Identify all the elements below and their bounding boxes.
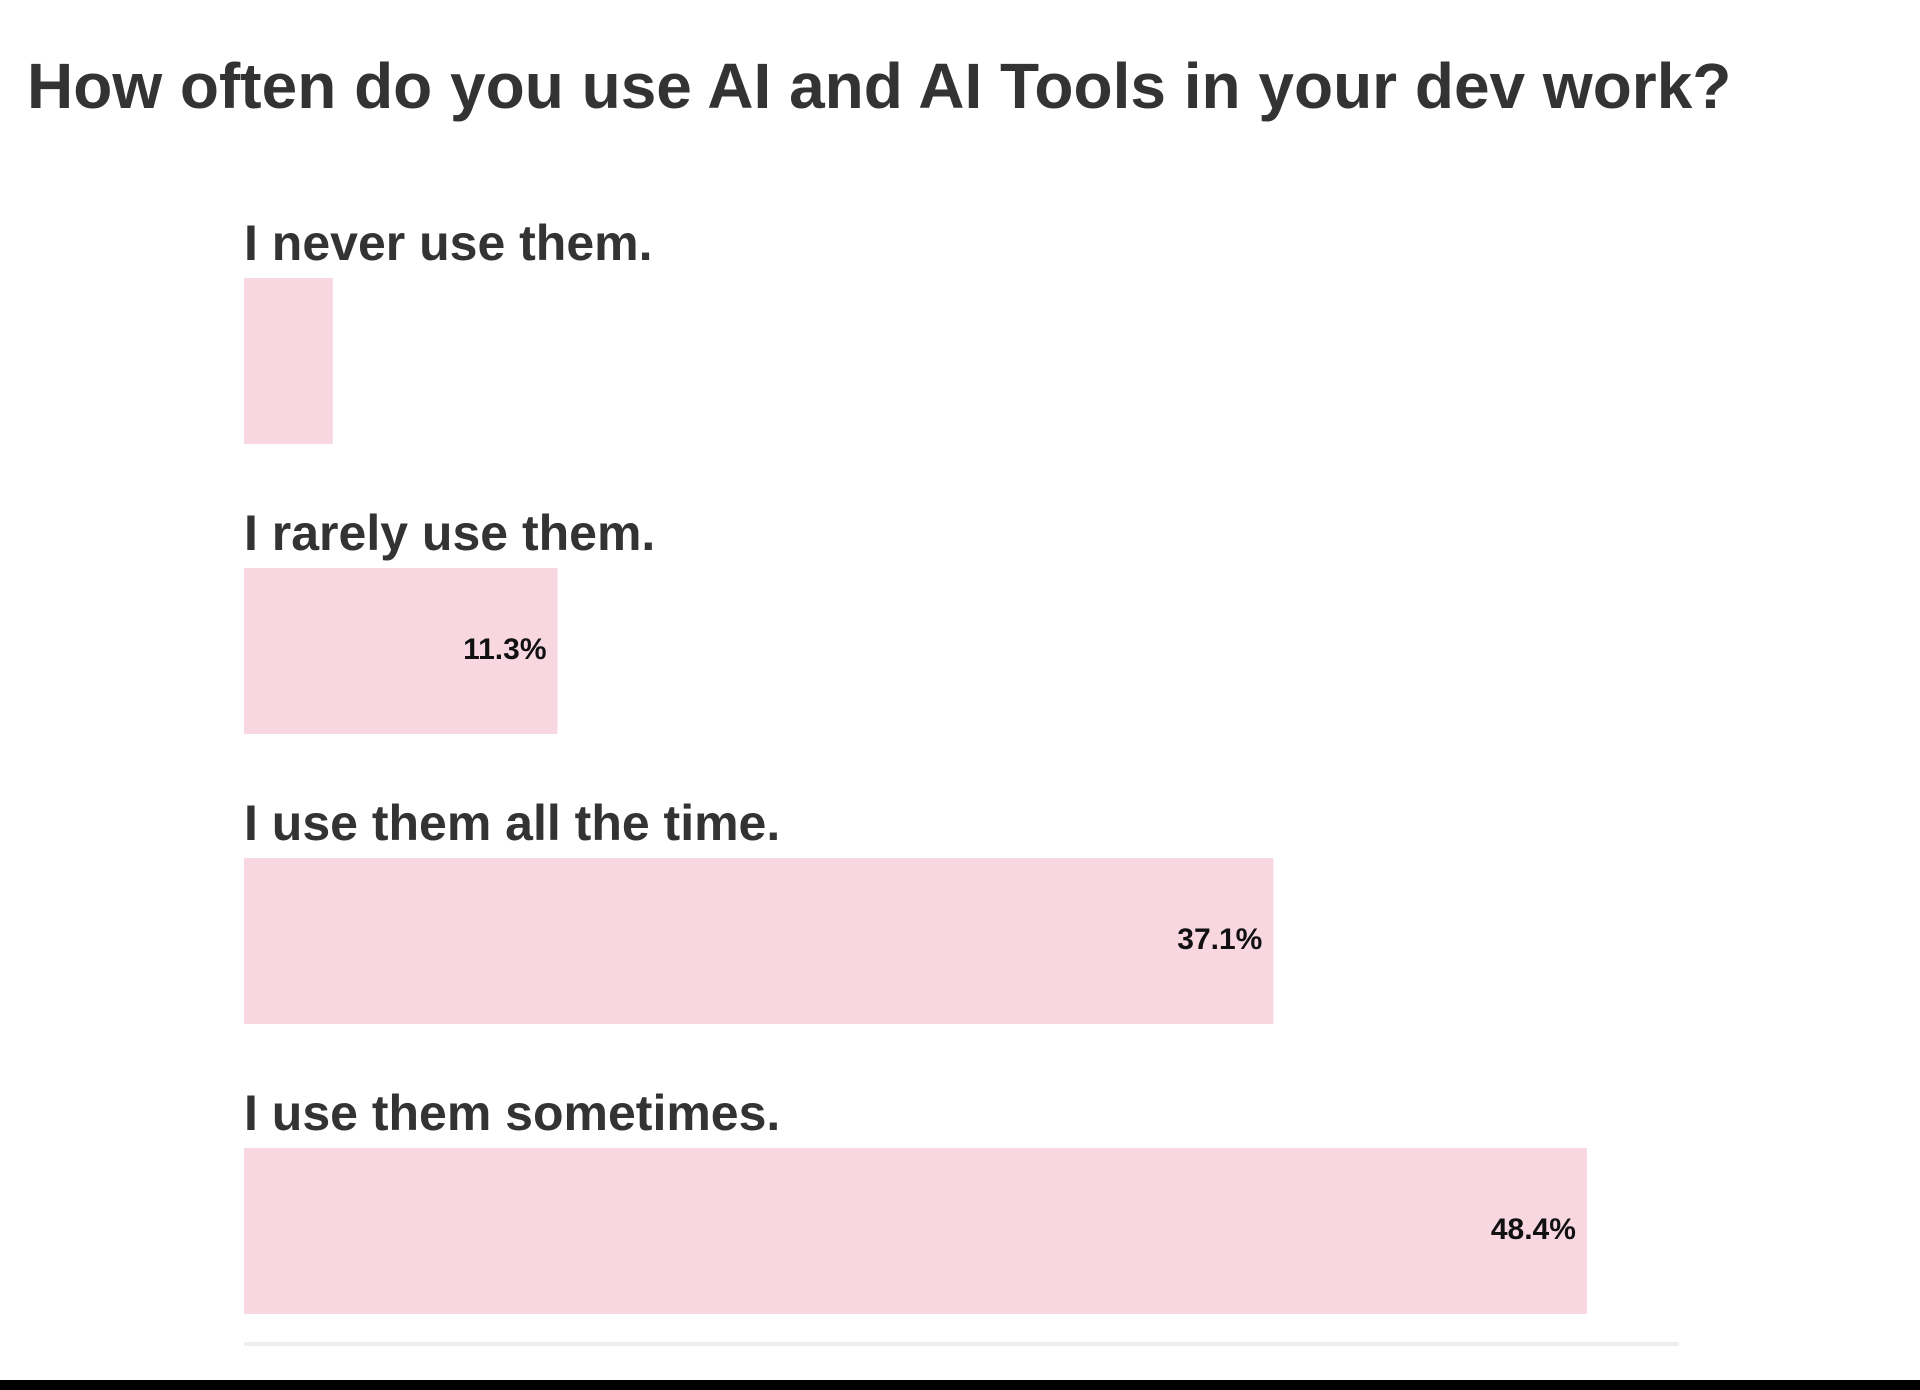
category-label-i-use-them-all-the-time: I use them all the time. [244,795,780,851]
category-label-i-use-them-sometimes: I use them sometimes. [244,1085,780,1141]
bar-i-rarely-use-them [244,568,558,734]
bar-i-never-use-them [244,278,333,444]
bottom-border [0,1380,1920,1390]
value-label-i-use-them-sometimes: 48.4% [1491,1213,1576,1246]
chart-title: How often do you use AI and AI Tools in … [27,50,1732,122]
bar-i-use-them-all-the-time [244,858,1274,1024]
category-label-i-rarely-use-them: I rarely use them. [244,505,655,561]
value-label-i-use-them-all-the-time: 37.1% [1177,923,1262,956]
value-label-i-rarely-use-them: 11.3% [463,633,546,666]
category-label-i-never-use-them: I never use them. [244,215,653,271]
bar-i-use-them-sometimes [244,1148,1587,1314]
